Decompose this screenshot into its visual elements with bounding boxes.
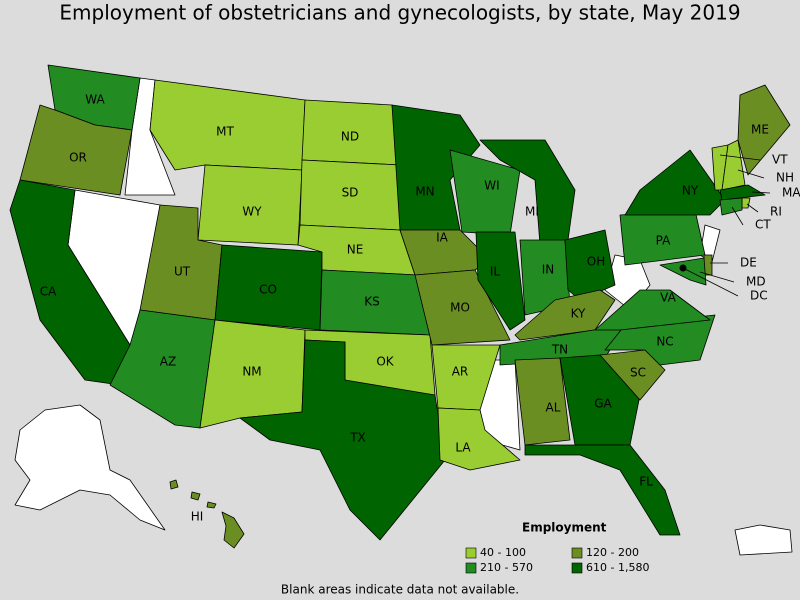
legend-swatch — [571, 562, 583, 574]
state — [594, 289, 711, 331]
state — [190, 491, 201, 501]
legend-label: 610 - 1,580 — [586, 561, 649, 574]
state-label: ME — [751, 123, 769, 137]
legend: 40 - 100 120 - 200 210 - 570 610 - 1,580 — [465, 546, 649, 574]
legend-swatch — [465, 547, 477, 559]
state-label: NY — [682, 184, 699, 198]
state-label: DE — [740, 256, 757, 270]
state — [514, 357, 571, 446]
state — [599, 349, 666, 401]
legend-title: Employment — [522, 521, 607, 535]
state-label: MT — [216, 125, 234, 139]
state-label: HI — [191, 510, 204, 524]
state-label: PA — [656, 234, 671, 248]
state — [719, 184, 766, 201]
state — [741, 197, 751, 209]
state — [239, 339, 446, 541]
state-labels: WA OR CA MT WY UT CO AZ NM ND SD NE KS OK TX MN IA MO AR LA… — [40, 93, 800, 524]
state — [437, 407, 521, 471]
leader-line — [737, 169, 765, 179]
state-label: FL — [639, 475, 653, 489]
state-label: RI — [770, 205, 782, 219]
state-label: WI — [484, 179, 499, 193]
legend-swatch — [571, 547, 583, 559]
state-label: OH — [587, 255, 605, 269]
state-label: WY — [242, 205, 262, 219]
blank-state — [734, 524, 793, 556]
state — [719, 197, 743, 216]
legend-label: 40 - 100 — [480, 546, 526, 559]
state-label: WA — [85, 93, 105, 107]
state-label: KY — [571, 307, 586, 321]
leader-line — [719, 154, 761, 161]
state-label: GA — [594, 397, 612, 411]
state-label: DC — [750, 289, 768, 303]
state — [721, 139, 746, 191]
state-label: UT — [174, 265, 191, 279]
leader-line — [682, 267, 739, 297]
leader-line — [746, 203, 759, 213]
note: Blank areas indicate data not available. — [281, 583, 519, 597]
legend-swatch — [465, 562, 477, 574]
state-label: SC — [630, 366, 646, 380]
state-label: OR — [69, 151, 87, 165]
state — [524, 444, 681, 536]
state-label: IA — [436, 231, 449, 245]
state-label: MO — [450, 301, 470, 315]
state-label: MD — [746, 275, 766, 289]
state-label: NE — [347, 243, 364, 257]
state-label: CO — [259, 283, 277, 297]
state — [414, 269, 511, 346]
state-label: AR — [452, 365, 469, 379]
map-title: Employment of obstetricians and gynecolo… — [59, 1, 740, 25]
state-label: IN — [542, 263, 555, 277]
state-label: LA — [455, 441, 471, 455]
state-label: AL — [546, 401, 561, 415]
state-label: OK — [376, 355, 394, 369]
state — [221, 511, 245, 549]
state — [514, 289, 616, 341]
state-label: CA — [40, 285, 57, 299]
state-label: NH — [776, 171, 794, 185]
blank-areas — [14, 77, 793, 556]
state — [169, 479, 179, 490]
legend-label: 120 - 200 — [586, 546, 639, 559]
state-label: VA — [660, 291, 676, 305]
state-label: NM — [242, 365, 261, 379]
state-label: SD — [342, 186, 359, 200]
state-label: NC — [656, 335, 673, 349]
legend-label: 210 - 570 — [480, 561, 533, 574]
state-label: KS — [364, 295, 380, 309]
blank-state — [14, 404, 166, 531]
state-label: ND — [341, 130, 359, 144]
state-label: TX — [349, 431, 366, 445]
leader-line — [751, 191, 771, 194]
state-label: AZ — [160, 355, 176, 369]
state-label: TN — [551, 343, 568, 357]
state — [206, 501, 217, 509]
state — [475, 231, 526, 331]
state — [624, 149, 726, 216]
state-label: VT — [772, 153, 788, 167]
leader-line — [731, 206, 744, 226]
leader-line — [699, 271, 735, 283]
states — [9, 64, 791, 549]
state-label: MI — [525, 205, 539, 219]
state-label: IL — [490, 265, 501, 279]
state-label: MN — [415, 185, 434, 199]
state — [737, 84, 791, 176]
state-label: CT — [755, 218, 771, 232]
state-label: MA — [782, 186, 800, 200]
